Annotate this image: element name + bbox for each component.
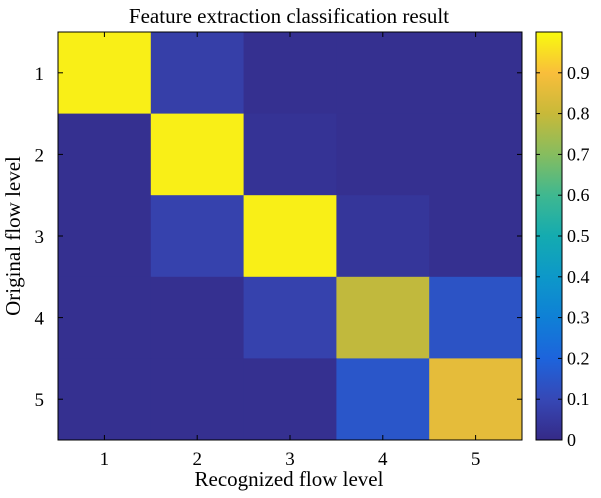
x-tick-label: 2 — [192, 449, 202, 470]
heatmap-cell — [243, 113, 337, 196]
colorbar-tick-label: 0.8 — [567, 104, 590, 124]
heatmap-cell — [429, 358, 523, 441]
x-axis-ticks: 1 2 3 4 5 — [100, 32, 481, 470]
colorbar-tick-label: 0.7 — [567, 144, 590, 164]
heatmap-cell — [150, 276, 245, 359]
colorbar-tick-label: 0.3 — [567, 308, 590, 328]
y-tick-label: 1 — [35, 64, 45, 85]
heatmap-cell — [150, 32, 245, 115]
colorbar-tick-label: 0.1 — [567, 389, 590, 409]
heatmap-cell — [429, 276, 523, 359]
heatmap-cell — [58, 32, 152, 115]
heatmap-cell — [58, 195, 152, 278]
heatmap-cell — [429, 32, 523, 115]
heatmap-cell — [429, 195, 523, 278]
y-axis-label: Original flow level — [1, 156, 25, 316]
heatmap-cell — [58, 113, 152, 196]
heatmap-cell — [336, 113, 430, 196]
heatmap-cell — [243, 195, 337, 278]
heatmap-cell — [243, 32, 337, 115]
colorbar-tick-label: 0.2 — [567, 348, 590, 368]
colorbar-tick-label: 0.9 — [567, 63, 590, 83]
y-tick-label: 4 — [35, 309, 45, 330]
heatmap-cell — [243, 276, 337, 359]
heatmap-cell — [150, 113, 245, 196]
heatmap-cell — [58, 358, 152, 441]
heatmap-cell — [336, 195, 430, 278]
x-tick-label: 5 — [471, 449, 481, 470]
heatmap-cell — [336, 32, 430, 115]
colorbar-tick-label: 0.5 — [567, 226, 590, 246]
y-tick-label: 3 — [35, 227, 45, 248]
x-tick-label: 1 — [100, 449, 110, 470]
heatmap-cell — [150, 358, 245, 441]
heatmap-cell — [429, 113, 523, 196]
colorbar-tick-label: 0.4 — [567, 267, 590, 287]
heatmap-cell — [58, 276, 152, 359]
colorbar-tick-label: 0 — [567, 430, 576, 450]
x-axis-label: Recognized flow level — [195, 467, 384, 491]
colorbar — [535, 31, 563, 441]
chart-title: Feature extraction classification result — [129, 4, 449, 28]
x-tick-label: 3 — [285, 449, 295, 470]
colorbar-ticks: 0 0.1 0.2 0.3 0.4 0.5 0.6 0.7 0.8 0.9 — [536, 63, 590, 450]
y-tick-label: 2 — [35, 145, 45, 166]
heatmap-cell — [150, 195, 245, 278]
y-tick-label: 5 — [35, 390, 45, 411]
y-axis-ticks: 1 2 3 4 5 — [35, 64, 522, 411]
colorbar-tick-label: 0.6 — [567, 185, 590, 205]
heatmap-cell — [243, 358, 337, 441]
heatmap-cell — [336, 276, 430, 359]
heatmap-cells — [58, 32, 523, 441]
heatmap-cell — [336, 358, 430, 441]
x-tick-label: 4 — [378, 449, 388, 470]
